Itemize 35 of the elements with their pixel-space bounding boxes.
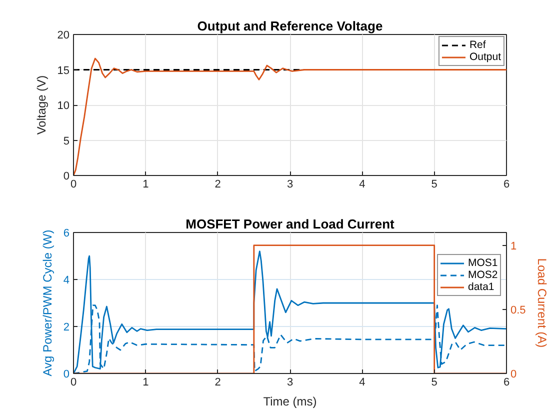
x-tick-label: 3 (286, 178, 294, 190)
x-axis-title: Time (ms) (263, 394, 317, 408)
y-tick-label: 2 (63, 322, 70, 334)
y-tick-label: 4 (63, 274, 70, 286)
y-axis-title: Voltage (V) (34, 75, 48, 135)
y-tick-label: 0 (63, 368, 70, 380)
y-axis-title: Avg Power/PWM Cycle (W) (40, 230, 54, 376)
x-tick-label: 1 (142, 178, 149, 190)
x-tick-label: 3 (286, 376, 294, 388)
y-tick-label: 5 (63, 135, 70, 148)
x-tick-label: 5 (431, 376, 438, 388)
y-tick-label: 0 (63, 170, 70, 182)
x-tick-label: 5 (431, 178, 438, 190)
y-tick-label: 15 (57, 64, 70, 77)
x-tick-label: 6 (503, 376, 510, 388)
x-tick-label: 2 (214, 178, 221, 190)
legend-label: data1 (468, 281, 494, 293)
legend-label: MOS2 (468, 269, 498, 281)
legend-label: MOS1 (468, 257, 498, 269)
y2-tick-label: 1 (510, 240, 517, 252)
x-tick-label: 4 (359, 178, 366, 190)
y2-tick-label: 0.5 (510, 304, 526, 316)
y-tick-label: 10 (57, 100, 70, 112)
legend-label: Ref (469, 39, 487, 51)
x-tick-label: 6 (503, 178, 510, 190)
y2-axis-title: Load Current (A) (534, 258, 549, 348)
y-tick-label: 20 (57, 30, 70, 42)
legend-label: Output (469, 51, 501, 63)
y2-tick-label: 0 (510, 368, 517, 380)
x-tick-label: 2 (214, 376, 221, 388)
chart-title: Output and Reference Voltage (197, 18, 383, 34)
y-tick-label: 6 (63, 228, 70, 240)
chart-title: MOSFET Power and Load Current (186, 216, 396, 232)
x-tick-label: 1 (142, 376, 149, 388)
x-tick-label: 4 (359, 376, 366, 388)
